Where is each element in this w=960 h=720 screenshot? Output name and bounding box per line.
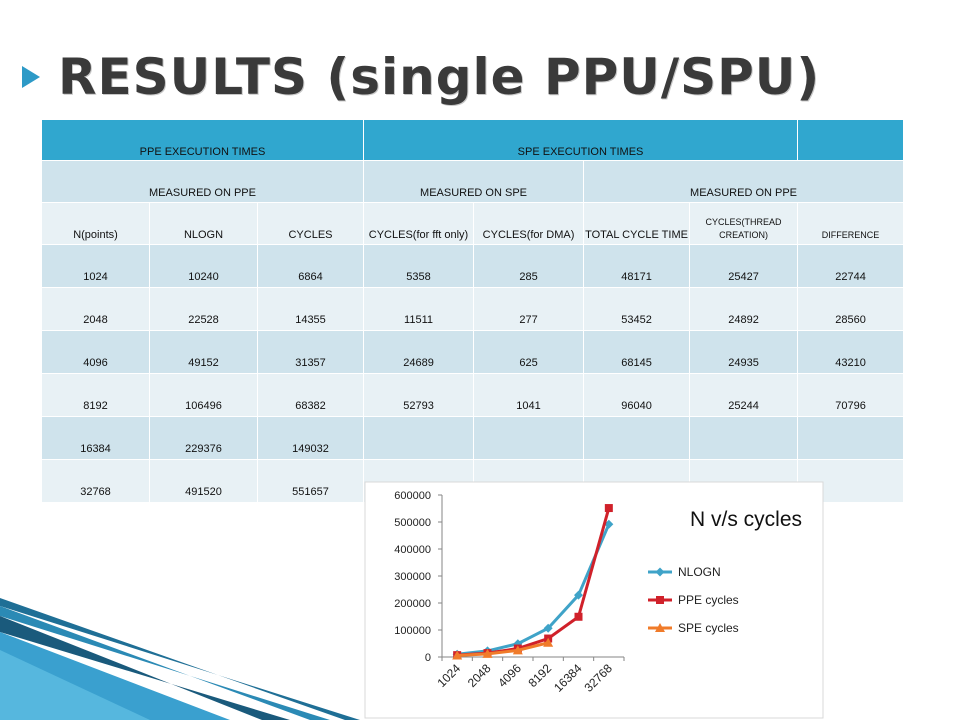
table-cell: 43210 — [797, 330, 905, 374]
y-tick-label: 600000 — [394, 490, 431, 502]
title-bullet-icon — [22, 66, 40, 88]
table-cell: 25427 — [689, 244, 799, 288]
table-cell: 1041 — [473, 373, 585, 417]
table-cell: 11511 — [363, 287, 475, 331]
column-header: CYCLES(THREAD CREATION) — [689, 202, 799, 245]
table-cell: 25244 — [689, 373, 799, 417]
table-row: 16384 229376 149032 — [41, 416, 905, 460]
table-row: 1024 10240 6864 5358 285 48171 25427 227… — [41, 244, 905, 288]
table-row: 4096 49152 31357 24689 625 68145 24935 4… — [41, 330, 905, 374]
table-cell: 22744 — [797, 244, 905, 288]
slide-title: RESULTS (single PPU/SPU) — [58, 48, 821, 106]
measured-on-ppe-header: MEASURED ON PPE — [40, 160, 365, 203]
legend-label-nlogn: NLOGN — [678, 565, 721, 579]
legend-marker-nlogn — [655, 567, 665, 577]
y-tick-label: 500000 — [394, 517, 431, 529]
legend-marker-ppe-cycles — [656, 596, 664, 604]
table-row: 2048 22528 14355 11511 277 53452 24892 2… — [41, 287, 905, 331]
table-cell: 53452 — [583, 287, 691, 331]
table-cell: 551657 — [256, 459, 365, 503]
series-line-spe-cycles — [457, 641, 549, 658]
chart-area — [364, 481, 824, 719]
table-cell — [689, 416, 799, 460]
y-tick-label: 0 — [425, 652, 431, 664]
table-cell: 28560 — [797, 287, 905, 331]
table-cell — [583, 416, 691, 460]
data-point-spe-cycles — [482, 648, 493, 658]
table-cell: 16384 — [41, 416, 150, 460]
table-cell — [363, 416, 475, 460]
column-header: TOTAL CYCLE TIME — [583, 202, 691, 245]
series-line-nlogn — [457, 523, 611, 656]
spe-execution-header: SPE EXECUTION TIMES — [363, 119, 799, 161]
table-cell: 32768 — [41, 459, 150, 503]
legend-label-spe-cycles: SPE cycles — [678, 621, 739, 635]
table-cell: 106496 — [149, 373, 258, 417]
table-cell — [797, 416, 905, 460]
table-cell: 4096 — [41, 330, 150, 374]
table-row: 8192 106496 68382 52793 1041 96040 25244… — [41, 373, 905, 417]
table-cell: 49152 — [149, 330, 258, 374]
table-cell: 68382 — [256, 373, 365, 417]
empty-header-cell — [797, 119, 905, 161]
table-cell: 229376 — [149, 416, 258, 460]
legend-marker-spe-cycles — [655, 623, 665, 632]
column-header: CYCLES — [256, 202, 365, 245]
y-tick-label: 300000 — [394, 571, 431, 583]
y-tick-label: 100000 — [394, 625, 431, 637]
measured-on-ppe-header-2: MEASURED ON PPE — [583, 160, 905, 203]
table-cell: 24689 — [363, 330, 475, 374]
table-cell: 52793 — [363, 373, 475, 417]
table-cell: 24892 — [689, 287, 799, 331]
table-cell: 14355 — [256, 287, 365, 331]
data-point-spe-cycles — [512, 645, 523, 655]
table-cell: 96040 — [583, 373, 691, 417]
data-point-ppe-cycles — [574, 612, 583, 621]
y-tick-label: 400000 — [394, 544, 431, 556]
table-cell: 6864 — [256, 244, 365, 288]
table-cell — [473, 416, 585, 460]
data-point-nlogn — [604, 519, 614, 529]
data-point-ppe-cycles — [604, 504, 613, 513]
table-cell: 5358 — [363, 244, 475, 288]
data-point-spe-cycles — [543, 637, 554, 647]
y-tick-label: 200000 — [394, 598, 431, 610]
legend-label-ppe-cycles: PPE cycles — [678, 593, 739, 607]
column-header: N(points) — [41, 202, 150, 245]
column-header: DIFFERENCE — [797, 202, 905, 245]
data-point-nlogn — [543, 623, 553, 633]
table-cell: 1024 — [41, 244, 150, 288]
table-cell: 24935 — [689, 330, 799, 374]
table-cell: 491520 — [149, 459, 258, 503]
column-header: CYCLES(for DMA) — [473, 202, 585, 245]
data-point-nlogn — [574, 590, 583, 600]
table-cell: 277 — [473, 287, 585, 331]
chart-title: N v/s cycles — [690, 508, 802, 531]
measured-on-spe-header: MEASURED ON SPE — [363, 160, 585, 203]
table-cell: 8192 — [41, 373, 150, 417]
column-header: CYCLES(for fft only) — [363, 202, 475, 245]
table-cell: 22528 — [149, 287, 258, 331]
results-table: PPE EXECUTION TIMES SPE EXECUTION TIMES … — [40, 119, 905, 503]
data-point-spe-cycles — [452, 650, 463, 660]
table-cell: 31357 — [256, 330, 365, 374]
